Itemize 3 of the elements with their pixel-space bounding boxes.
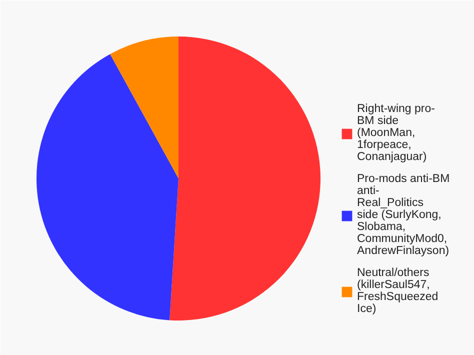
legend-label: Right-wing pro-BM side (MoonMan, 1forpeace, Conanjaguar) (357, 103, 435, 163)
legend-label: Pro-mods anti-BM anti-Real_Politics side (SurlyKong, Slobama, CommunityMod0, AndrewFinlayson) (357, 173, 450, 257)
legend-label: Neutral/others (killerSaul547, FreshSqueezed Ice) (357, 267, 438, 315)
